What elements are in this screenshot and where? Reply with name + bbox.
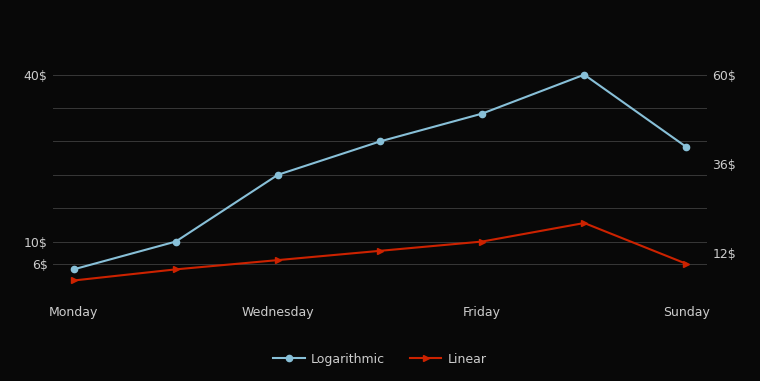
Logarithmic: [274, 173, 283, 177]
Linear: [274, 258, 283, 263]
Logarithmic: [69, 267, 78, 272]
Legend: Logarithmic, Linear: Logarithmic, Linear: [268, 348, 492, 371]
Line: Logarithmic: Logarithmic: [71, 72, 689, 272]
Linear: [477, 239, 486, 244]
Logarithmic: [477, 111, 486, 116]
Line: Linear: Linear: [70, 219, 690, 284]
Logarithmic: [682, 145, 691, 149]
Linear: [69, 278, 78, 283]
Linear: [682, 261, 691, 266]
Linear: [375, 248, 385, 253]
Logarithmic: [375, 139, 385, 144]
Logarithmic: [171, 239, 180, 244]
Linear: [580, 221, 589, 225]
Logarithmic: [580, 72, 589, 77]
Linear: [171, 267, 180, 272]
